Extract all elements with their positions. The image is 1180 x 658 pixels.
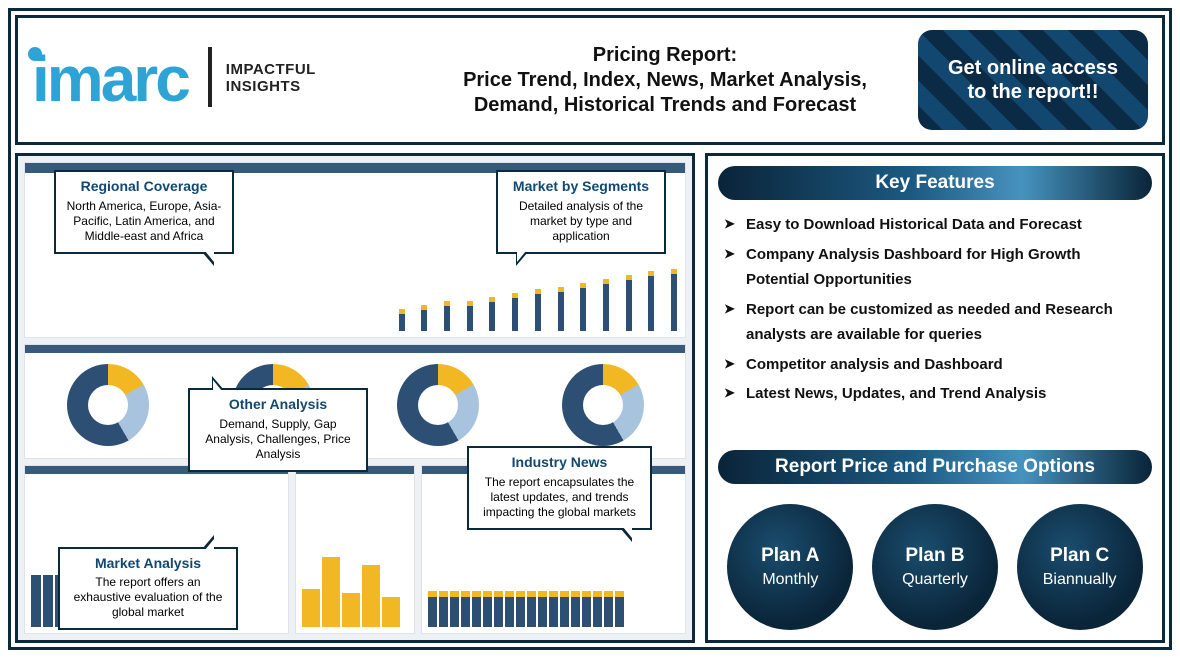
- key-features-header: Key Features: [718, 166, 1152, 200]
- plan-period: Biannually: [1043, 571, 1117, 589]
- plan-circle[interactable]: Plan B Quarterly: [872, 504, 998, 630]
- callout-title: Industry News: [477, 454, 642, 472]
- callout-other: Other Analysis Demand, Supply, Gap Analy…: [188, 388, 368, 472]
- yellow-bar-chart: [295, 465, 415, 634]
- pricing-header: Report Price and Purchase Options: [718, 450, 1152, 484]
- section-header-label: Key Features: [875, 172, 994, 194]
- dashboard-preview: Regional Coverage North America, Europe,…: [15, 153, 695, 643]
- feature-item: Latest News, Updates, and Trend Analysis: [724, 381, 1146, 407]
- page-frame: imarc IMPACTFUL INSIGHTS Pricing Report:…: [8, 8, 1172, 650]
- info-panel: Key Features Easy to Download Historical…: [705, 153, 1165, 643]
- header: imarc IMPACTFUL INSIGHTS Pricing Report:…: [15, 15, 1165, 145]
- cta-label: Get online access to the report!!: [936, 56, 1130, 104]
- callout-body: North America, Europe, Asia-Pacific, Lat…: [64, 199, 224, 244]
- brand-logo: imarc: [32, 51, 188, 109]
- plan-name: Plan A: [761, 545, 819, 567]
- callout-regional: Regional Coverage North America, Europe,…: [54, 170, 234, 254]
- plan-period: Quarterly: [902, 571, 968, 589]
- main-content: Regional Coverage North America, Europe,…: [15, 153, 1165, 643]
- plan-circle[interactable]: Plan C Biannually: [1017, 504, 1143, 630]
- tagline-line2: INSIGHTS: [226, 78, 316, 95]
- donut-chart: [397, 364, 479, 446]
- feature-item: Easy to Download Historical Data and For…: [724, 212, 1146, 238]
- callout-body: Demand, Supply, Gap Analysis, Challenges…: [198, 417, 358, 462]
- title-line2: Price Trend, Index, News, Market Analysi…: [432, 68, 898, 118]
- callout-segments: Market by Segments Detailed analysis of …: [496, 170, 666, 254]
- callout-body: Detailed analysis of the market by type …: [506, 199, 656, 244]
- feature-item: Company Analysis Dashboard for High Grow…: [724, 242, 1146, 293]
- callout-title: Regional Coverage: [64, 178, 224, 196]
- callout-title: Market Analysis: [68, 555, 228, 573]
- plan-period: Monthly: [762, 571, 818, 589]
- report-title: Pricing Report: Price Trend, Index, News…: [432, 43, 898, 118]
- callout-market: Market Analysis The report offers an exh…: [58, 547, 238, 631]
- donut-chart: [562, 364, 644, 446]
- callout-body: The report offers an exhaustive evaluati…: [68, 575, 228, 620]
- features-list: Easy to Download Historical Data and For…: [718, 210, 1152, 450]
- plans-row: Plan A Monthly Plan B Quarterly Plan C Biannu…: [718, 494, 1152, 630]
- plan-name: Plan C: [1050, 545, 1109, 567]
- brand-name: imarc: [32, 51, 188, 109]
- section-header-label: Report Price and Purchase Options: [775, 456, 1095, 478]
- logo-block: imarc IMPACTFUL INSIGHTS: [32, 47, 412, 113]
- logo-separator: [208, 47, 212, 107]
- tagline-line1: IMPACTFUL: [226, 61, 316, 78]
- donut-chart: [67, 364, 149, 446]
- callout-title: Market by Segments: [506, 178, 656, 196]
- feature-item: Competitor analysis and Dashboard: [724, 352, 1146, 378]
- brand-tagline: IMPACTFUL INSIGHTS: [226, 61, 316, 96]
- cta-button[interactable]: Get online access to the report!!: [918, 30, 1148, 130]
- panel-title-bar: [25, 345, 685, 353]
- callout-news: Industry News The report encapsulates th…: [467, 446, 652, 530]
- feature-item: Report can be customized as needed and R…: [724, 297, 1146, 348]
- title-line1: Pricing Report:: [432, 43, 898, 68]
- plan-circle[interactable]: Plan A Monthly: [727, 504, 853, 630]
- plan-name: Plan B: [905, 545, 964, 567]
- callout-body: The report encapsulates the latest updat…: [477, 475, 642, 520]
- callout-title: Other Analysis: [198, 396, 358, 414]
